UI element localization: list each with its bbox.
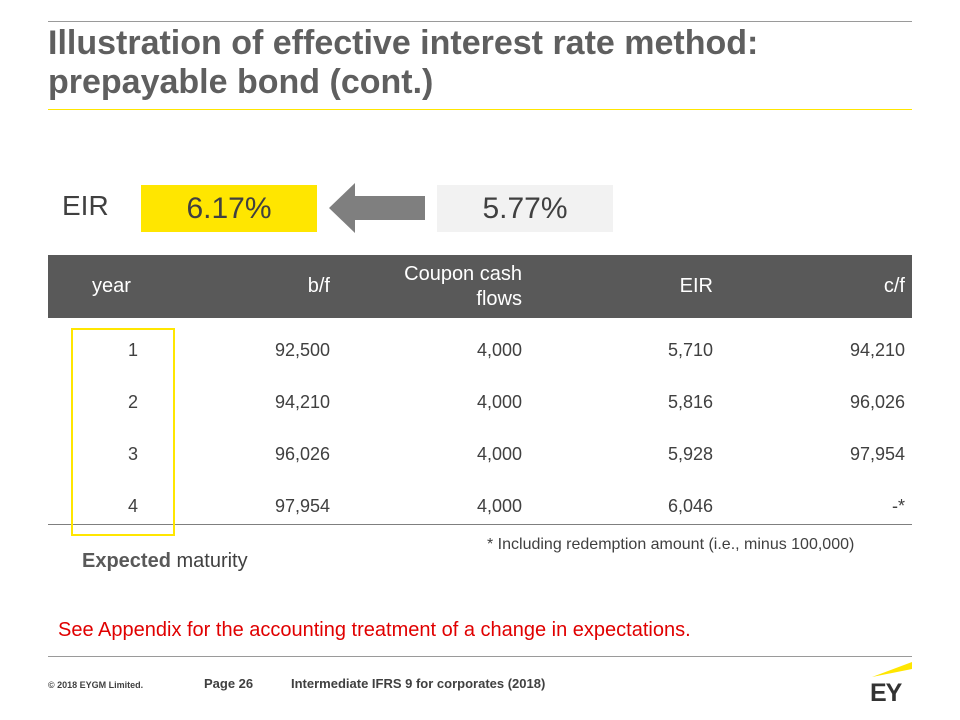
cell-eir: 5,816 bbox=[667, 391, 713, 412]
cell-bf: 97,954 bbox=[274, 495, 330, 516]
appendix-note: See Appendix for the accounting treatmen… bbox=[58, 619, 691, 641]
left-arrow-icon bbox=[329, 183, 425, 233]
table-row: 2 94,210 4,000 5,816 96,026 bbox=[48, 376, 912, 428]
cell-cf: -* bbox=[892, 495, 905, 516]
table-bottom-rule bbox=[48, 524, 912, 525]
course-title: Intermediate IFRS 9 for corporates (2018… bbox=[291, 676, 546, 691]
header-eir: EIR bbox=[679, 275, 713, 297]
table-row: 4 97,954 4,000 6,046 -* bbox=[48, 480, 912, 532]
old-eir-box: 5.77% bbox=[437, 185, 613, 232]
cell-coupon: 4,000 bbox=[476, 391, 522, 412]
table-row: 3 96,026 4,000 5,928 97,954 bbox=[48, 428, 912, 480]
cell-coupon: 4,000 bbox=[476, 443, 522, 464]
cell-cf: 94,210 bbox=[849, 339, 905, 360]
expected-bold: Expected bbox=[82, 550, 171, 572]
cell-bf: 94,210 bbox=[274, 391, 330, 412]
cell-year: 2 bbox=[127, 391, 138, 412]
top-rule bbox=[48, 21, 912, 22]
expected-rest: maturity bbox=[170, 550, 248, 572]
expected-maturity-label: Expected maturity bbox=[82, 550, 248, 573]
eir-label: EIR bbox=[62, 190, 109, 221]
year-highlight-box bbox=[71, 328, 175, 536]
cell-bf: 96,026 bbox=[274, 443, 330, 464]
page-number: Page 26 bbox=[204, 676, 254, 691]
copyright: © 2018 EYGM Limited. bbox=[48, 680, 144, 690]
cell-year: 1 bbox=[127, 339, 138, 360]
header-cf: c/f bbox=[883, 275, 905, 297]
slide-title: Illustration of effective interest rate … bbox=[48, 24, 759, 101]
cell-eir: 6,046 bbox=[667, 495, 713, 516]
header-year: year bbox=[92, 275, 131, 297]
footnote: * Including redemption amount (i.e., min… bbox=[487, 536, 855, 553]
header-bf: b/f bbox=[307, 275, 330, 297]
ey-logo-beam-icon bbox=[872, 662, 912, 677]
cell-cf: 97,954 bbox=[849, 443, 905, 464]
title-underline bbox=[48, 109, 912, 110]
new-eir-box: 6.17% bbox=[141, 185, 317, 232]
table-row: 1 92,500 4,000 5,710 94,210 bbox=[48, 324, 912, 376]
footer-rule bbox=[48, 656, 912, 657]
cell-eir: 5,928 bbox=[667, 443, 713, 464]
ey-logo: EY bbox=[870, 679, 902, 707]
table-header: year b/f Coupon cash flows EIR c/f bbox=[48, 255, 912, 318]
header-coupon: Coupon cash flows bbox=[404, 262, 522, 310]
cell-year: 3 bbox=[127, 443, 138, 464]
cell-coupon: 4,000 bbox=[476, 339, 522, 360]
cell-cf: 96,026 bbox=[849, 391, 905, 412]
cell-year: 4 bbox=[127, 495, 138, 516]
cell-coupon: 4,000 bbox=[476, 495, 522, 516]
cell-eir: 5,710 bbox=[667, 339, 713, 360]
cell-bf: 92,500 bbox=[274, 339, 330, 360]
